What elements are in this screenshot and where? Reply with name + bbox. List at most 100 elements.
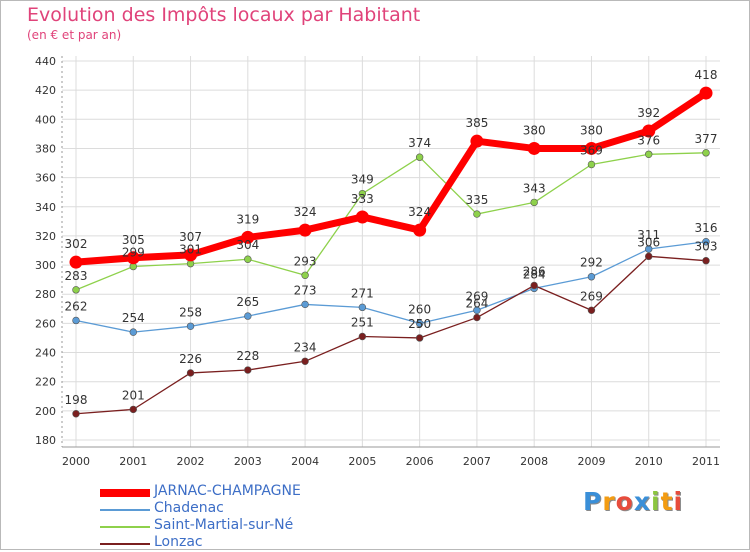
y-tick-label-200: 200: [35, 405, 56, 418]
data-label-saint-martial-sur-n--2002: 301: [179, 243, 202, 257]
point-jarnac-champagne-2010: [642, 124, 656, 138]
point-lonzac-2009: [587, 306, 596, 314]
point-lonzac-2007: [473, 313, 481, 322]
x-tick-label-2001: 2001: [119, 455, 147, 468]
x-tick-label-2007: 2007: [463, 455, 491, 468]
data-label-chadenac-2000: 262: [65, 299, 88, 313]
point-lonzac-2008: [530, 281, 538, 290]
point-saint-martial-sur-n--2006: [415, 153, 424, 161]
logo-letter: t: [660, 487, 674, 516]
data-label-jarnac-champagne-2005: 333: [351, 192, 374, 206]
data-label-lonzac-2005: 251: [351, 316, 374, 330]
legend-label-lonzac: Lonzac: [154, 534, 203, 550]
data-label-chadenac-2009: 292: [580, 256, 603, 270]
point-chadenac-2001: [129, 328, 137, 336]
series-line-saint-martial-sur-n-: [75, 152, 707, 291]
data-label-lonzac-2004: 234: [294, 340, 317, 354]
data-label-jarnac-champagne-2006: 324: [408, 205, 431, 219]
data-label-jarnac-champagne-2001: 305: [122, 233, 145, 247]
point-chadenac-2002: [186, 322, 195, 330]
point-saint-martial-sur-n--2009: [587, 160, 596, 169]
data-label-saint-martial-sur-n--2001: 299: [122, 246, 145, 260]
point-jarnac-champagne-2008: [527, 141, 541, 155]
data-label-saint-martial-sur-n--2010: 376: [637, 133, 660, 147]
y-tick-label-380: 380: [35, 142, 56, 155]
chart-subtitle: (en € et par an): [27, 28, 122, 42]
data-label-saint-martial-sur-n--2004: 293: [294, 254, 317, 268]
y-tick-label-300: 300: [35, 259, 56, 272]
data-label-saint-martial-sur-n--2000: 283: [65, 269, 88, 283]
point-saint-martial-sur-n--2007: [473, 210, 481, 218]
series-layer: [69, 86, 713, 418]
point-chadenac-2005: [358, 303, 367, 312]
chart-title: Evolution des Impôts locaux par Habitant: [27, 4, 421, 26]
data-label-lonzac-2000: 198: [65, 393, 88, 407]
data-label-saint-martial-sur-n--2003: 304: [236, 238, 259, 252]
data-label-jarnac-champagne-2000: 302: [65, 237, 88, 251]
point-chadenac-2004: [301, 300, 309, 309]
data-label-saint-martial-sur-n--2005: 349: [351, 173, 374, 187]
y-tick-label-180: 180: [35, 434, 56, 447]
point-saint-martial-sur-n--2010: [645, 150, 653, 158]
series-line-jarnac-champagne: [72, 89, 710, 266]
x-tick-label-2010: 2010: [635, 455, 663, 468]
data-labels: 302 305 307 319 324 333 324 385 380 380 392 418 262 2…: [65, 68, 718, 407]
logo-letter: i: [651, 487, 661, 516]
gridlines: [62, 56, 720, 447]
x-tick-label-2009: 2009: [577, 455, 605, 468]
legend-label-saint-martial-sur-n-: Saint-Martial-sur-Né: [154, 517, 294, 533]
data-label-chadenac-2002: 258: [179, 305, 202, 319]
legend-swatch-chadenac: [100, 509, 150, 511]
point-chadenac-2007: [473, 306, 481, 314]
point-chadenac-2000: [72, 316, 80, 325]
data-label-jarnac-champagne-2008: 380: [523, 123, 546, 137]
data-label-chadenac-2003: 265: [236, 295, 259, 309]
y-tick-label-260: 260: [35, 317, 56, 330]
point-chadenac-2006: [415, 319, 424, 328]
data-label-chadenac-2001: 254: [122, 311, 145, 325]
x-tick-label-2003: 2003: [234, 455, 262, 468]
data-label-chadenac-2004: 273: [294, 283, 317, 297]
data-label-chadenac-2006: 260: [408, 302, 431, 316]
y-tick-label-240: 240: [35, 347, 56, 360]
data-label-lonzac-2009: 269: [580, 289, 603, 303]
data-label-lonzac-2008: 286: [523, 264, 546, 278]
point-jarnac-champagne-2003: [241, 230, 255, 244]
point-jarnac-champagne-2002: [184, 248, 198, 262]
data-label-jarnac-champagne-2007: 385: [465, 116, 488, 130]
data-label-saint-martial-sur-n--2006: 374: [408, 136, 431, 150]
series-line-chadenac: [75, 241, 707, 333]
x-tick-label-2004: 2004: [291, 455, 319, 468]
data-label-lonzac-2007: 264: [465, 297, 488, 311]
point-jarnac-champagne-2001: [126, 251, 140, 265]
y-tick-label-320: 320: [35, 230, 56, 243]
point-lonzac-2005: [358, 332, 367, 341]
point-jarnac-champagne-2005: [355, 210, 369, 224]
data-label-lonzac-2006: 250: [408, 317, 431, 331]
logo-letter: o: [615, 487, 634, 516]
data-label-lonzac-2002: 226: [179, 352, 202, 366]
legend-swatch-lonzac: [100, 543, 150, 545]
point-saint-martial-sur-n--2003: [244, 255, 252, 263]
y-tick-label-220: 220: [35, 376, 56, 389]
logo-letter: P: [583, 487, 603, 516]
x-tick-label-2002: 2002: [177, 455, 205, 468]
proxiti-logo: Proxiti: [583, 487, 683, 516]
point-saint-martial-sur-n--2011: [702, 149, 710, 157]
x-tick-label-2011: 2011: [692, 455, 720, 468]
point-jarnac-champagne-2006: [413, 223, 427, 237]
axes: 180 200 220 240 260 280 300 320 340 360 380 400 420 4…: [35, 55, 720, 468]
y-tick-label-420: 420: [35, 84, 56, 97]
point-saint-martial-sur-n--2008: [530, 198, 538, 207]
point-jarnac-champagne-2007: [470, 134, 484, 148]
data-label-jarnac-champagne-2003: 319: [236, 212, 259, 226]
logo-letter: x: [633, 487, 651, 516]
point-jarnac-champagne-2011: [699, 86, 713, 100]
legend-swatch-jarnac-champagne: [100, 489, 150, 497]
logo-letter: i: [673, 487, 684, 516]
data-label-jarnac-champagne-2010: 392: [637, 106, 660, 120]
point-chadenac-2011: [702, 238, 710, 246]
point-lonzac-2004: [301, 357, 309, 365]
